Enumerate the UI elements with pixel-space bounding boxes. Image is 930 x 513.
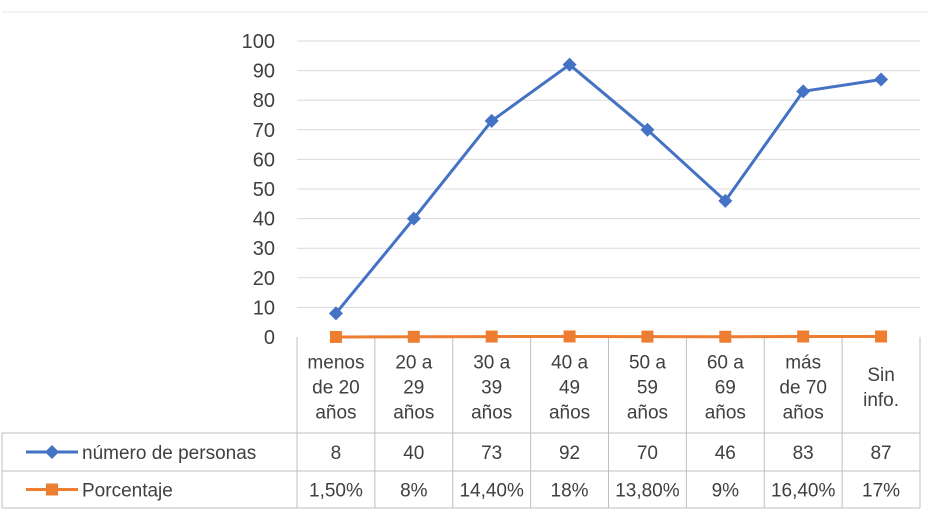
category-label-line: 40 a [551,353,588,374]
legend-series-name: Porcentaje [82,481,173,502]
table-value-cell: 16,40% [771,481,836,502]
category-label-line: Sin [867,365,894,386]
y-tick-label: 80 [253,90,275,112]
category-label: 60 a 69 años [705,353,746,424]
data-point-diamond [796,84,811,99]
category-label-line: info. [863,390,899,411]
table-value-cell: 92 [559,443,580,464]
table-value-cell: 18% [551,481,589,502]
table-value-cell: 40 [403,443,424,464]
category-label-line: años [627,403,668,424]
y-tick-label: 10 [253,297,275,319]
data-point-square [875,330,888,343]
legend-square-marker [46,483,58,496]
category-label-line: 29 [403,378,424,399]
category-label-line: años [783,403,824,424]
category-label: 30 a 39 años [471,353,512,424]
series-line [334,63,882,315]
y-tick-label: 20 [253,268,275,290]
data-point-diamond [874,72,889,87]
category-label: 20 a 29 años [393,353,434,424]
y-tick-label: 40 [253,209,275,231]
legend-series-name: número de personas [82,443,256,464]
table-value-cell: 13,80% [615,481,680,502]
gridlines [297,40,920,308]
category-label: 40 a 49 años [549,353,590,424]
category-label-line: 20 a [395,353,432,374]
table-value-cell: 73 [481,443,502,464]
category-label: Sin info. [863,365,899,411]
category-label-line: 59 [637,378,658,399]
category-label-line: 49 [559,378,580,399]
table-value-cell: 70 [637,443,658,464]
data-point-diamond [562,57,577,72]
table-value-cell: 83 [793,443,814,464]
data-point-square [797,330,810,343]
data-point-square [719,330,732,343]
y-tick-label: 60 [253,149,275,171]
category-label-line: 30 a [473,353,510,374]
data-point-diamond [718,193,733,208]
y-tick-label: 90 [253,61,275,83]
data-point-diamond [328,306,343,321]
table-value-cell: 46 [715,443,736,464]
table-value-cell: 8 [331,443,342,464]
data-table: menos de 20 años 20 a 29 años 30 a 39 años 40 a 49… [1,337,921,509]
data-point-square [329,330,342,343]
data-point-diamond [640,122,655,137]
data-point-diamond [484,113,499,128]
y-axis-ticks: 0 10 20 30 40 50 60 70 80 90 100 [242,31,275,349]
category-label-line: menos [307,353,364,374]
category-label-line: 69 [715,378,736,399]
table-value-cell: 14,40% [459,481,524,502]
table-value-cell: 8% [400,481,428,502]
category-label-line: 39 [481,378,502,399]
category-label-line: años [471,403,512,424]
data-point-square [641,330,654,343]
legend-diamond-marker [45,445,59,459]
series [328,57,889,343]
data-point-square [563,330,576,343]
data-point-square [485,330,498,343]
category-label-line: años [315,403,356,424]
category-label-line: de 70 [779,378,827,399]
table-value-cell: 87 [870,443,891,464]
category-label: 50 a 59 años [627,353,668,424]
y-tick-label: 100 [242,31,275,53]
table-value-cell: 17% [862,481,900,502]
category-label-line: de 20 [312,378,360,399]
category-label-line: 50 a [629,353,666,374]
category-label-line: años [393,403,434,424]
category-label-line: años [549,403,590,424]
category-label-line: más [785,353,821,374]
y-tick-label: 70 [253,120,275,142]
y-tick-label: 50 [253,179,275,201]
data-point-square [407,330,420,343]
y-tick-label: 0 [264,327,275,349]
category-label-line: 60 a [707,353,744,374]
category-label: menos de 20 años [307,353,364,424]
category-label-line: años [705,403,746,424]
category-label: más de 70 años [779,353,827,424]
data-point-diamond [406,211,421,226]
table-value-cell: 1,50% [309,481,363,502]
y-tick-label: 30 [253,238,275,260]
table-value-cell: 9% [712,481,740,502]
